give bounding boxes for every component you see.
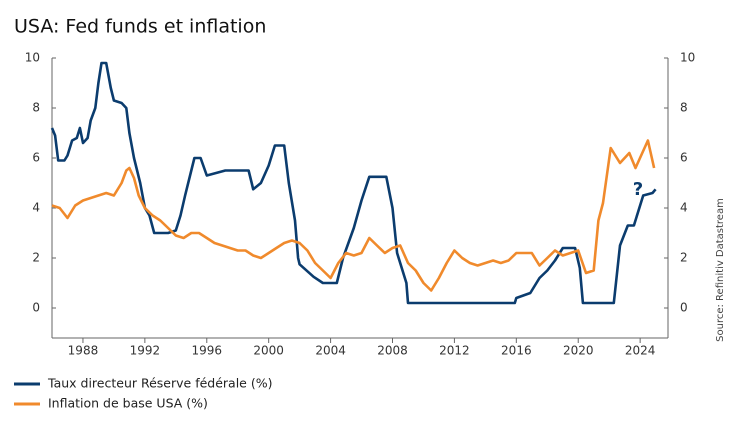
y-tick-label: 0: [32, 301, 40, 315]
annotation: ?: [633, 179, 643, 200]
x-tick-label: 2024: [625, 344, 656, 358]
y2-tick-label: 6: [680, 151, 688, 165]
y2-tick-label: 10: [680, 51, 695, 65]
y-tick-label: 6: [32, 151, 40, 165]
chart-title: USA: Fed funds et inflation: [14, 16, 266, 38]
x-tick-label: 1988: [68, 344, 99, 358]
x-tick-label: 2016: [501, 344, 532, 358]
x-tick-label: 1992: [130, 344, 161, 358]
x-tick-label: 2012: [439, 344, 470, 358]
y-tick-label: 2: [32, 251, 40, 265]
y2-tick-label: 0: [680, 301, 688, 315]
y2-tick-label: 8: [680, 101, 688, 115]
y-tick-label: 4: [32, 201, 40, 215]
y2-tick-label: 4: [680, 201, 688, 215]
series-line: [50, 61, 657, 305]
x-tick-label: 2008: [377, 344, 408, 358]
y2-tick-label: 2: [680, 251, 688, 265]
x-tick-label: 2004: [315, 344, 346, 358]
legend-label: Taux directeur Réserve fédérale (%): [47, 376, 272, 391]
x-tick-label: 2000: [253, 344, 284, 358]
y-tick-label: 8: [32, 101, 40, 115]
series-line: [51, 139, 656, 292]
legend-label: Inflation de base USA (%): [48, 396, 208, 411]
source: Source: Refinitiv Datastream: [715, 198, 726, 342]
x-tick-label: 1996: [192, 344, 223, 358]
y-tick-label: 10: [25, 51, 40, 65]
x-tick-label: 2020: [563, 344, 594, 358]
